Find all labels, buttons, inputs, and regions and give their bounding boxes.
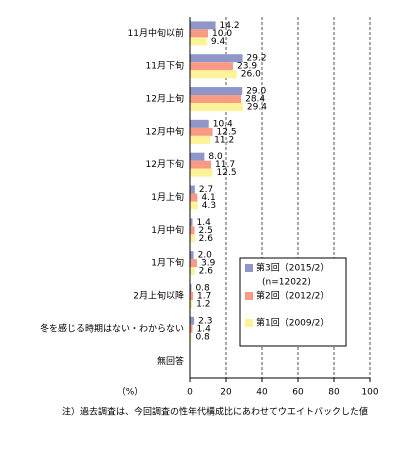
- value-label: 0.8: [195, 283, 210, 293]
- bar: [190, 135, 211, 144]
- bar: [190, 127, 213, 136]
- y-tick-label: 冬を感じる時期はない・わからない: [40, 322, 184, 334]
- value-label: 1.4: [197, 324, 212, 334]
- bar: [190, 267, 195, 276]
- bar: [190, 299, 193, 308]
- bar: [190, 119, 209, 128]
- value-label: 3.9: [201, 259, 216, 269]
- bar: [190, 259, 198, 268]
- y-tick-label: 11月中旬以前: [128, 27, 184, 39]
- value-label: 10.4: [213, 119, 233, 129]
- value-label: 28.4: [245, 95, 265, 105]
- legend-note: (n=12022): [262, 278, 311, 288]
- value-label: 14.2: [220, 21, 240, 31]
- y-tick-label: 1月上旬: [151, 191, 184, 203]
- value-label: 2.0: [198, 251, 213, 261]
- bar: [190, 324, 193, 333]
- x-axis-label: （%）: [117, 387, 144, 398]
- value-label: 1.7: [197, 291, 211, 301]
- bar: [190, 160, 212, 169]
- bar: [190, 95, 242, 104]
- bar: [190, 62, 234, 71]
- value-label: 12.5: [217, 168, 237, 178]
- bar: [190, 87, 243, 96]
- value-label: 2.7: [199, 185, 213, 195]
- x-tick-label: 40: [256, 388, 268, 398]
- value-label: 2.6: [199, 267, 214, 277]
- bar: [190, 226, 195, 235]
- bar: [190, 316, 195, 325]
- bar: [190, 201, 198, 210]
- x-tick-label: 100: [361, 388, 378, 398]
- bar: [190, 29, 208, 38]
- value-label: 0.8: [195, 332, 210, 342]
- value-label: 9.4: [211, 37, 226, 47]
- bar: [190, 21, 216, 30]
- value-label: 29.4: [247, 103, 267, 113]
- bar: [190, 332, 192, 341]
- bar: [190, 70, 237, 79]
- bar: [190, 283, 192, 292]
- legend-label: 第2回（2012/2）: [256, 290, 329, 302]
- x-tick-label: 60: [292, 388, 304, 398]
- value-label: 29.2: [247, 54, 267, 64]
- legend-swatch: [245, 292, 253, 300]
- x-tick-label: 80: [328, 388, 340, 398]
- bar: [190, 218, 193, 227]
- bar: [190, 37, 207, 46]
- value-label: 23.9: [237, 62, 257, 72]
- bar: [190, 251, 194, 260]
- value-label: 10.0: [212, 29, 232, 39]
- y-tick-label: 無回答: [157, 355, 184, 367]
- bar: [190, 291, 194, 300]
- value-label: 11.2: [214, 135, 234, 145]
- bar: [190, 103, 243, 112]
- value-label: 1.2: [196, 299, 210, 309]
- value-label: 11.7: [215, 160, 235, 170]
- x-tick-label: 0: [187, 388, 193, 398]
- legend-label: 第3回（2015/2）: [256, 262, 329, 274]
- y-tick-label: 1月中旬: [151, 224, 184, 236]
- y-tick-label: 1月下旬: [151, 257, 184, 269]
- y-tick-label: 11月下旬: [146, 60, 184, 72]
- y-tick-label: 2月上旬以降: [133, 289, 184, 301]
- bar: [190, 185, 195, 194]
- y-tick-label: 12月上旬: [146, 93, 184, 105]
- bar: [190, 168, 213, 177]
- value-label: 29.0: [246, 87, 266, 97]
- value-label: 2.5: [199, 226, 213, 236]
- bar: [190, 234, 195, 243]
- y-tick-label: 12月中旬: [146, 125, 184, 137]
- value-label: 1.4: [197, 218, 212, 228]
- bar: [190, 54, 243, 63]
- bar: [190, 152, 205, 161]
- x-tick-label: 20: [220, 388, 232, 398]
- legend-swatch: [245, 319, 253, 327]
- value-label: 8.0: [208, 152, 223, 162]
- value-label: 26.0: [241, 70, 261, 80]
- legend-box: [239, 257, 347, 347]
- value-label: 2.3: [198, 316, 212, 326]
- y-tick-label: 12月下旬: [146, 158, 184, 170]
- value-label: 12.5: [217, 127, 237, 137]
- legend-swatch: [245, 264, 253, 272]
- note: 注）過去調査は、今回調査の性年代構成比にあわせてウエイトバックした値: [62, 406, 368, 418]
- bar: [190, 193, 198, 202]
- value-label: 4.3: [202, 201, 216, 211]
- legend-label: 第1回（2009/2）: [256, 317, 329, 329]
- value-label: 4.1: [201, 193, 215, 203]
- value-label: 2.6: [199, 234, 214, 244]
